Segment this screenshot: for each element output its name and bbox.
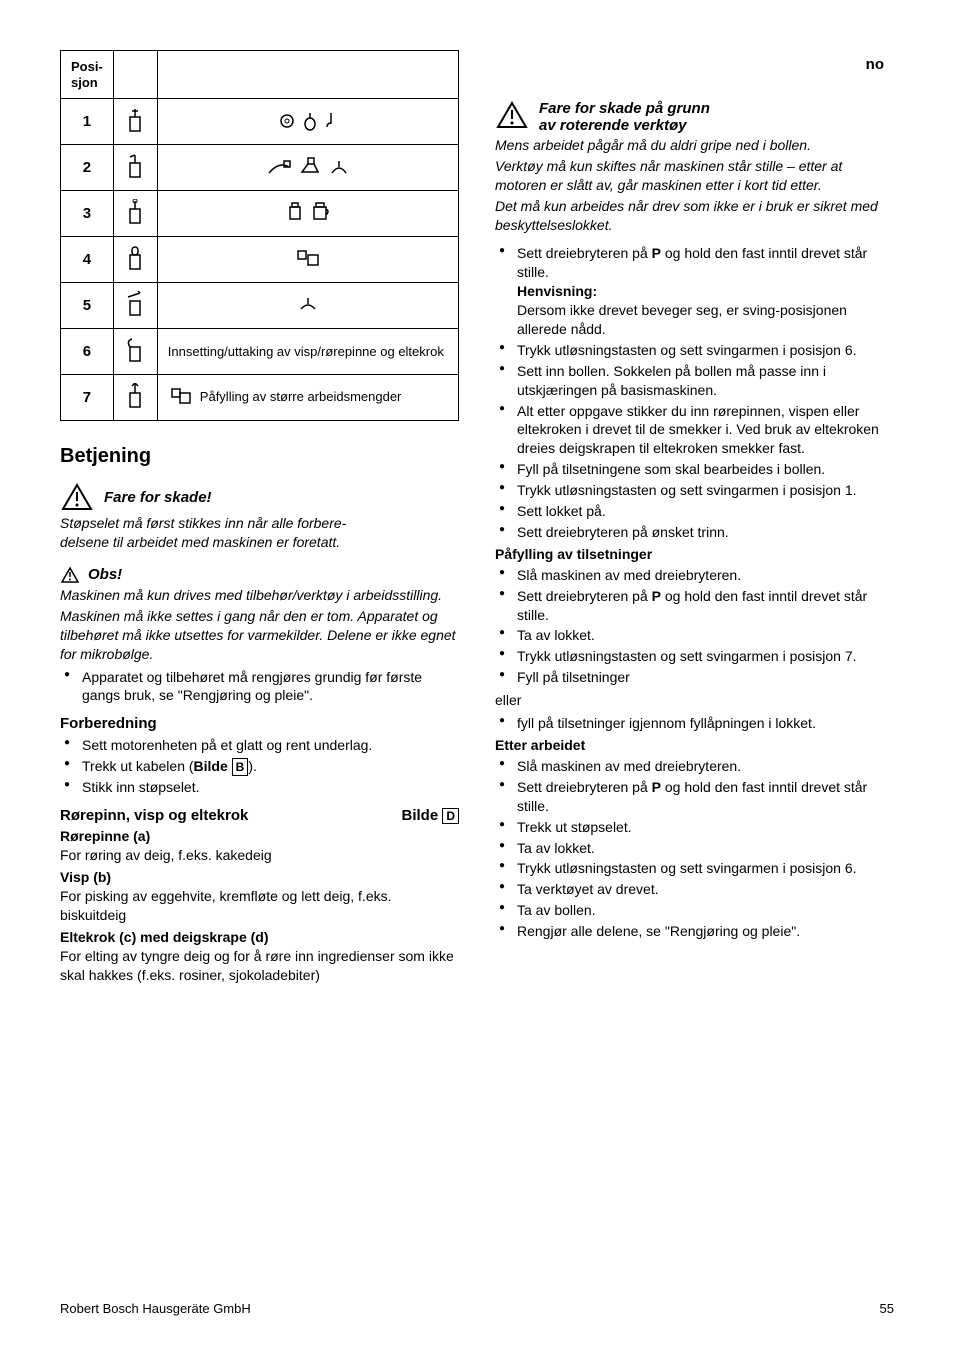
arm-pos-7-icon xyxy=(124,383,146,409)
fill-bowl-icon xyxy=(168,385,192,407)
bowl-tool-icon xyxy=(294,247,322,269)
table-row: 3 xyxy=(61,191,459,237)
table-row: 6 Innsetting/uttaking av visp/rørepinne … xyxy=(61,329,459,375)
mixer-bowl-icon xyxy=(278,112,296,130)
obs-text2: Maskinen må ikke settes i gang når den e… xyxy=(60,607,459,664)
arm-pos-5-icon xyxy=(124,291,146,317)
whisk-icon xyxy=(302,111,318,131)
visp-text: For pisking av eggehvite, kremfløte og l… xyxy=(60,887,459,925)
table-header: Posi- sjon xyxy=(61,51,114,99)
list-item: Trykk utløsningstasten og sett svingarme… xyxy=(495,481,894,500)
arm-pos-4-icon xyxy=(124,245,146,271)
list-item: Sett motorenheten på et glatt og rent un… xyxy=(60,736,459,755)
rore-text: For røring av deig, f.eks. kakedeig xyxy=(60,846,459,865)
subsub-pafylling: Påfylling av tilsetninger xyxy=(495,546,894,562)
table-row: 2 xyxy=(61,145,459,191)
table-row: 1 xyxy=(61,99,459,145)
blender-icon xyxy=(286,201,304,223)
table-header-blank1 xyxy=(113,51,157,99)
section-title-betjening: Betjening xyxy=(60,445,459,468)
slicer-icon xyxy=(266,157,292,177)
page-number: 55 xyxy=(880,1301,894,1316)
list-item: Ta av bollen. xyxy=(495,901,894,920)
list-item: fyll på tilsetninger igjennom fyllåpning… xyxy=(495,714,894,733)
list-item: Trekk ut kabelen (Bilde B). xyxy=(60,757,459,776)
arm-pos-1-icon xyxy=(124,107,146,133)
warning-text: Støpselet må først stikkes inn når alle … xyxy=(60,514,459,552)
list-item: Trykk utløsningstasten og sett svingarme… xyxy=(495,341,894,360)
list-item: Fyll på tilsetningene som skal bearbeide… xyxy=(495,460,894,479)
grinder2-icon xyxy=(297,295,319,313)
warn-p2: Verktøy må kun skiftes når maskinen står… xyxy=(495,157,894,195)
subhead-tools: Rørepinn, visp og eltekrok xyxy=(60,807,248,824)
grinder-icon xyxy=(328,157,350,177)
subsub-etter: Etter arbeidet xyxy=(495,737,894,753)
list-item: Ta av lokket. xyxy=(495,839,894,858)
eller-text: eller xyxy=(495,691,894,710)
list-item: Sett dreiebryteren på P og hold den fast… xyxy=(495,778,894,816)
arm-pos-2-icon xyxy=(124,153,146,179)
list-item: Sett dreiebryteren på P og hold den fast… xyxy=(495,244,894,338)
warning-title: Fare for skade! xyxy=(104,489,212,506)
obs-title: Obs! xyxy=(88,566,122,583)
list-item: Slå maskinen av med dreiebryteren. xyxy=(495,566,894,585)
warning-title-1: Fare for skade på grunn xyxy=(539,100,710,117)
warning-triangle-icon xyxy=(495,100,529,130)
list-item: Fyll på tilsetninger xyxy=(495,668,894,687)
subsub-visp: Visp (b) xyxy=(60,869,459,885)
warning-triangle-icon xyxy=(60,482,94,512)
list-item: Sett inn bollen. Sokkelen på bollen må p… xyxy=(495,362,894,400)
warning-title-2: av roterende verktøy xyxy=(539,117,710,134)
language-indicator: no xyxy=(866,56,884,73)
subsub-rorepinne: Rørepinne (a) xyxy=(60,828,459,844)
list-item: Trykk utløsningstasten og sett svingarme… xyxy=(495,647,894,666)
list-item: Sett dreiebryteren på P og hold den fast… xyxy=(495,587,894,625)
list-item: Sett lokket på. xyxy=(495,502,894,521)
table-row: 5 xyxy=(61,283,459,329)
warn-p1: Mens arbeidet pågår må du aldri gripe ne… xyxy=(495,136,894,155)
bilde-d-label: Bilde D xyxy=(401,807,459,824)
henvisning-label: Henvisning: xyxy=(517,282,894,301)
list-item: Ta verktøyet av drevet. xyxy=(495,880,894,899)
list-item: Slå maskinen av med dreiebryteren. xyxy=(495,757,894,776)
table-row: 4 xyxy=(61,237,459,283)
footer-company: Robert Bosch Hausgeräte GmbH xyxy=(60,1301,251,1316)
henvisning-text: Dersom ikke drevet beveger seg, er sving… xyxy=(517,301,894,339)
list-item: Trekk ut støpselet. xyxy=(495,818,894,837)
list-item: Trykk utløsningstasten og sett svingarme… xyxy=(495,859,894,878)
list-item: Alt etter oppgave stikker du inn rørepin… xyxy=(495,402,894,459)
arm-pos-3-icon xyxy=(124,199,146,225)
arm-pos-6-icon xyxy=(124,337,146,363)
list-item: Sett dreiebryteren på ønsket trinn. xyxy=(495,523,894,542)
hook-icon xyxy=(324,111,338,131)
list-item: Rengjør alle delene, se "Rengjøring og p… xyxy=(495,922,894,941)
cutter-icon xyxy=(298,156,322,178)
caution-triangle-icon xyxy=(60,566,80,584)
subhead-forberedning: Forberedning xyxy=(60,715,459,732)
left-column: Posi- sjon 1 2 xyxy=(60,50,459,987)
subsub-eltekrok: Eltekrok (c) med deigskrape (d) xyxy=(60,929,459,945)
list-item: Ta av lokket. xyxy=(495,626,894,645)
right-column: Fare for skade på grunn av roterende ver… xyxy=(495,50,894,987)
elt-text: For elting av tyngre deig og for å røre … xyxy=(60,947,459,985)
table-header-blank2 xyxy=(157,51,458,99)
list-item: Stikk inn støpselet. xyxy=(60,778,459,797)
list-item: Apparatet og tilbehøret må rengjøres gru… xyxy=(60,668,459,706)
table-row: 7 Påfylling av større arbeidsmengder xyxy=(61,375,459,421)
position-table: Posi- sjon 1 2 xyxy=(60,50,459,421)
obs-text1: Maskinen må kun drives med tilbehør/verk… xyxy=(60,586,459,605)
warn-p3: Det må kun arbeides når drev som ikke er… xyxy=(495,197,894,235)
jug-icon xyxy=(310,201,330,223)
